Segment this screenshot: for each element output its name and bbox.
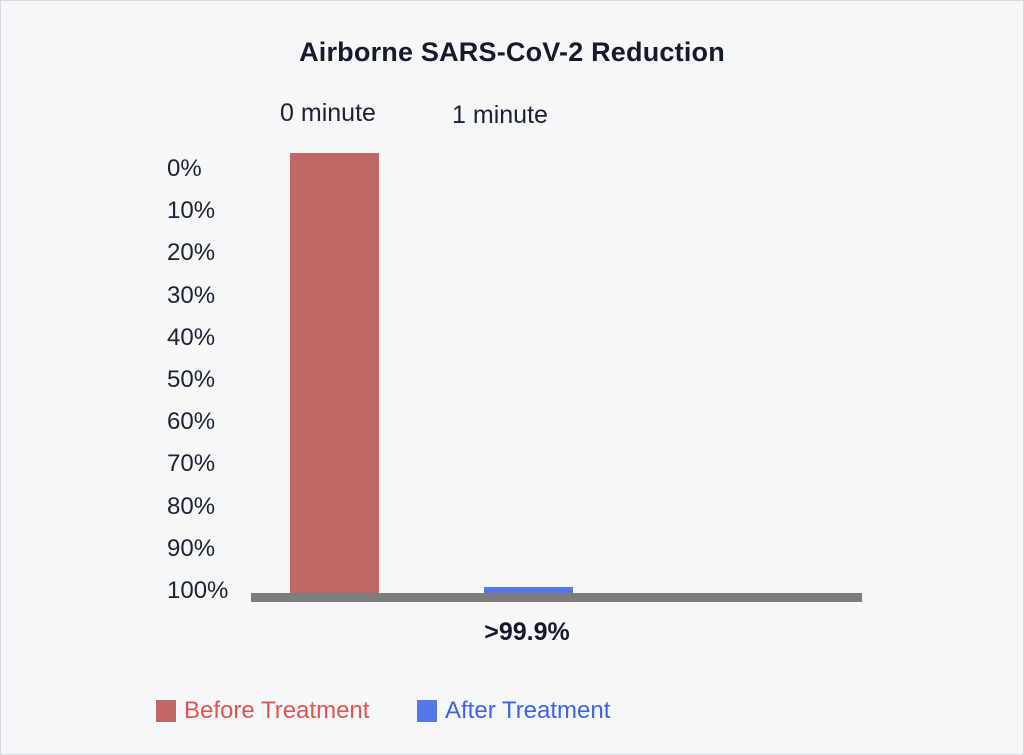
y-tick-label: 60% [167, 408, 216, 436]
y-tick-label: 20% [167, 239, 216, 267]
bar-after-treatment [483, 587, 573, 593]
y-tick-label: 30% [167, 281, 216, 309]
chart-title: Airborne SARS-CoV-2 Reduction [299, 37, 725, 67]
y-tick-label: 10% [167, 197, 216, 225]
legend-swatch-before [156, 700, 176, 722]
baseline [251, 593, 862, 602]
y-tick-label: 90% [167, 534, 216, 562]
legend-label-after: After Treatment [445, 697, 611, 724]
legend-item-before: Before Treatment [156, 697, 369, 725]
y-tick-label: 80% [167, 492, 216, 520]
y-tick-label: 70% [167, 450, 216, 478]
category-label-0: 0 minute [280, 99, 376, 127]
y-tick-label: 50% [167, 366, 216, 393]
y-tick-label: 40% [167, 323, 216, 351]
legend-label-before: Before Treatment [184, 697, 370, 724]
y-tick-label: 0% [167, 155, 202, 182]
bar-before-treatment [289, 153, 379, 593]
legend-item-after: After Treatment [417, 697, 610, 725]
legend-swatch-after [417, 700, 437, 722]
category-label-1: 1 minute [452, 101, 548, 129]
y-tick-label: 100% [167, 577, 229, 604]
reduction-annotation: >99.9% [484, 618, 570, 646]
